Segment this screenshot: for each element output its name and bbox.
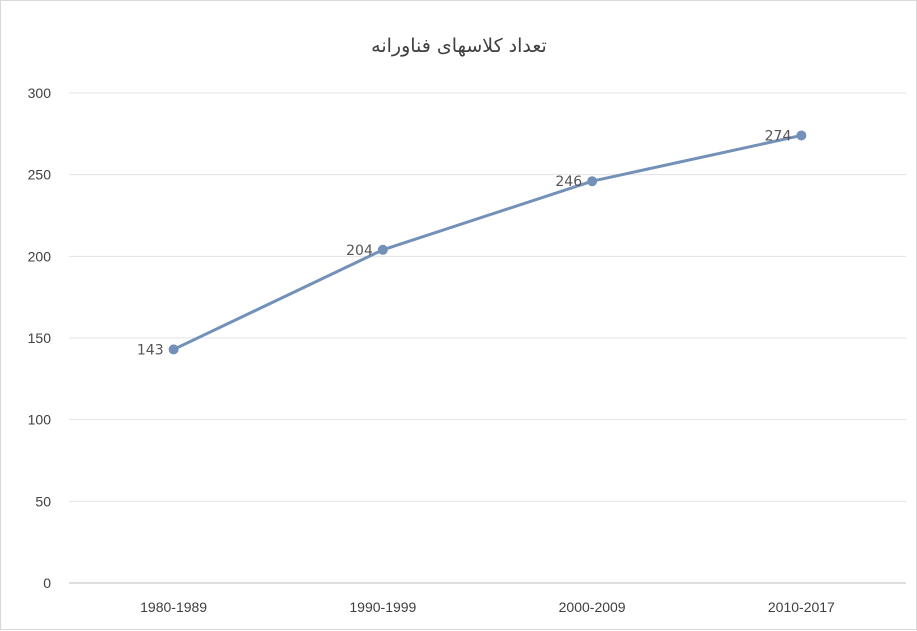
y-tick-label: 50 xyxy=(35,493,51,509)
y-tick-label: 250 xyxy=(28,167,52,183)
chart-title: تعداد کلاسهای فناورانه xyxy=(371,35,547,57)
data-label: 246 xyxy=(555,174,582,190)
y-tick-label: 150 xyxy=(28,330,52,346)
data-labels: 143 204 246 274 xyxy=(137,128,792,358)
data-label: 143 xyxy=(137,342,164,358)
x-tick-label: 1980-1989 xyxy=(140,599,207,615)
data-label: 204 xyxy=(346,243,373,259)
data-point xyxy=(377,244,388,255)
x-tick-label: 2010-2017 xyxy=(768,599,835,615)
y-tick-label: 0 xyxy=(43,575,51,591)
y-tick-label: 100 xyxy=(28,412,52,428)
x-axis-tick-labels: 1980-1989 1990-1999 2000-2009 2010-2017 xyxy=(140,599,835,615)
y-tick-label: 300 xyxy=(28,85,52,101)
data-point xyxy=(587,176,598,187)
x-tick-label: 1990-1999 xyxy=(349,599,416,615)
y-tick-label: 200 xyxy=(28,248,52,264)
x-tick-label: 2000-2009 xyxy=(559,599,626,615)
y-axis-tick-labels: 0 50 100 150 200 250 300 xyxy=(28,85,52,591)
data-point xyxy=(168,344,179,355)
data-point xyxy=(796,130,807,141)
data-series xyxy=(168,130,807,355)
series-line xyxy=(172,134,802,351)
gridlines xyxy=(69,92,906,502)
data-label: 274 xyxy=(765,128,792,144)
